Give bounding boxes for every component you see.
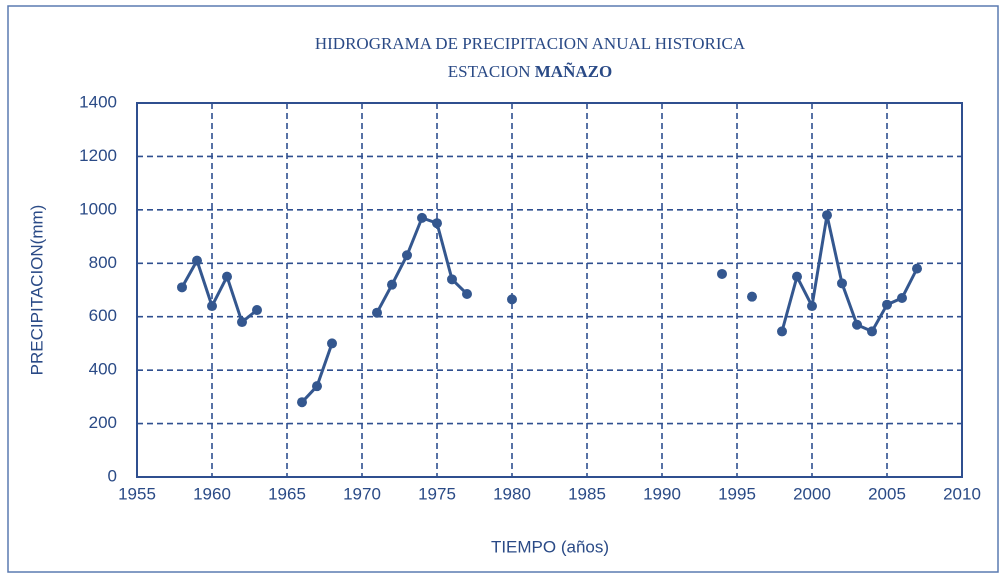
x-tick-label: 1995 <box>718 484 756 503</box>
data-point <box>387 279 397 290</box>
data-point <box>372 307 382 318</box>
x-tick-label: 2000 <box>793 484 831 503</box>
y-tick-label: 800 <box>89 253 117 272</box>
data-point <box>837 278 847 289</box>
y-tick-label: 1200 <box>79 146 117 165</box>
data-point <box>852 319 862 330</box>
data-point <box>747 291 757 302</box>
data-point <box>207 301 217 312</box>
x-tick-label: 1990 <box>643 484 681 503</box>
data-point <box>237 317 247 328</box>
x-tick-label: 1985 <box>568 484 606 503</box>
x-axis-label: TIEMPO (años) <box>491 537 609 556</box>
x-tick-label: 2010 <box>943 484 981 503</box>
x-tick-label: 1975 <box>418 484 456 503</box>
y-tick-label: 0 <box>108 466 117 485</box>
data-point <box>327 338 337 349</box>
data-point <box>417 212 427 223</box>
station-name: MAÑAZO <box>535 62 612 81</box>
data-point <box>867 326 877 337</box>
data-point <box>462 289 472 300</box>
y-axis-label: PRECIPITACION(mm) <box>27 205 46 376</box>
y-tick-label: 200 <box>89 413 117 432</box>
y-tick-label: 400 <box>89 360 117 379</box>
station-label: ESTACION <box>448 62 531 81</box>
x-tick-label: 2005 <box>868 484 906 503</box>
data-point <box>252 305 262 316</box>
data-point <box>447 274 457 285</box>
y-tick-label: 1000 <box>79 199 117 218</box>
chart-title: HIDROGRAMA DE PRECIPITACION ANUAL HISTOR… <box>315 34 746 53</box>
chart-subtitle: ESTACION MAÑAZO <box>448 62 612 81</box>
data-point <box>822 210 832 221</box>
data-point <box>177 282 187 293</box>
y-tick-label: 600 <box>89 306 117 325</box>
data-point <box>807 301 817 312</box>
data-point <box>192 255 202 266</box>
plot-border <box>136 102 963 478</box>
data-point <box>717 268 727 279</box>
data-point <box>297 397 307 408</box>
x-tick-label: 1955 <box>118 484 156 503</box>
data-point <box>312 381 322 392</box>
data-point <box>897 293 907 304</box>
x-tick-label: 1980 <box>493 484 531 503</box>
data-point <box>882 299 892 310</box>
data-point <box>912 263 922 274</box>
x-tick-label: 1970 <box>343 484 381 503</box>
x-tick-label: 1960 <box>193 484 231 503</box>
y-tick-label: 1400 <box>79 92 117 111</box>
data-point <box>777 326 787 337</box>
data-point <box>792 271 802 282</box>
data-point <box>507 294 517 305</box>
data-point <box>432 218 442 229</box>
data-point <box>402 250 412 261</box>
x-tick-label: 1965 <box>268 484 306 503</box>
data-point <box>222 271 232 282</box>
